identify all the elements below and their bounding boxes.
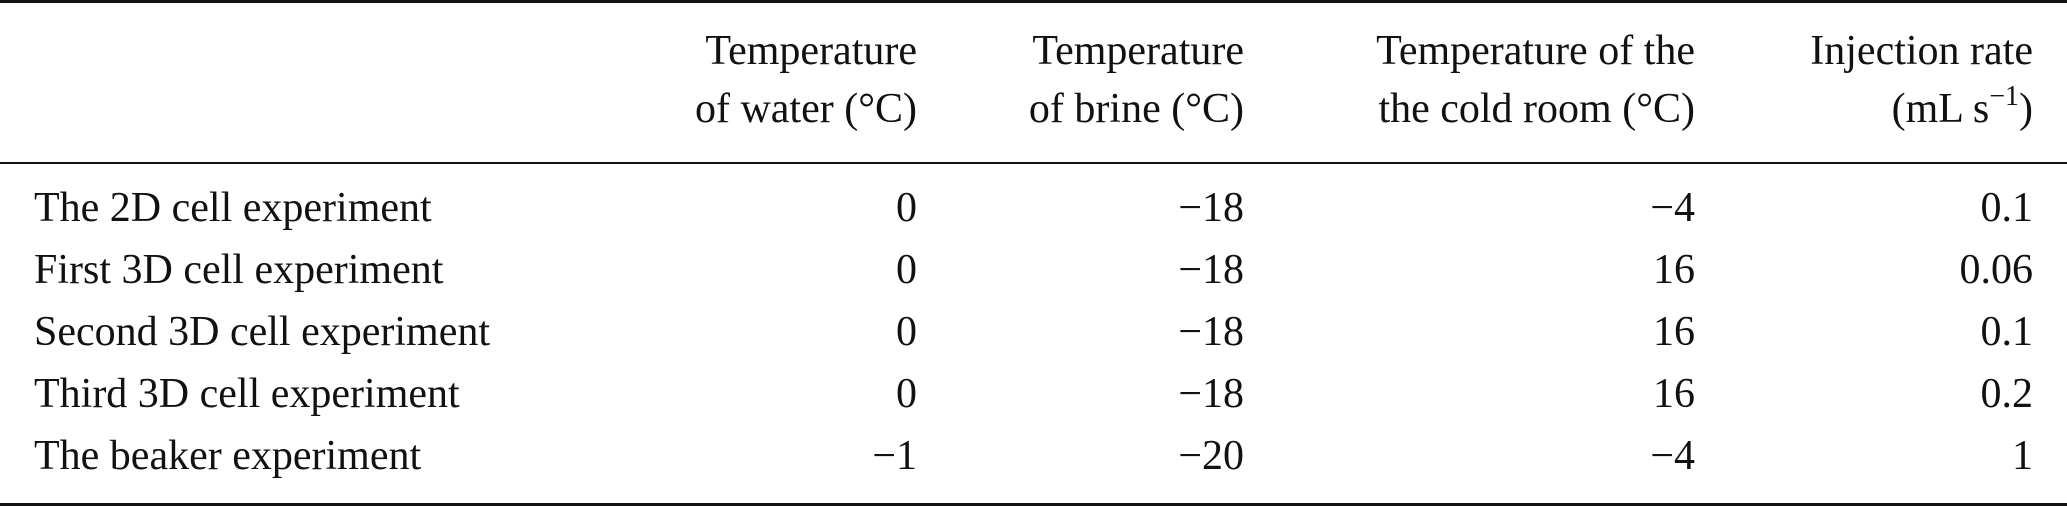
row-label: The beaker experiment (34, 433, 422, 479)
header-brine-temperature: Temperature of brine (°C) (1028, 28, 1244, 132)
header-rule (0, 162, 2067, 164)
header-water-temperature: Temperature of water (°C) (694, 28, 917, 132)
room-temp-value: 16 (1653, 247, 1695, 293)
bottom-rule (0, 503, 2067, 506)
room-temp-value: −4 (1650, 185, 1695, 231)
brine-temp-value: −18 (1178, 309, 1244, 355)
water-temp-value: 0 (896, 185, 917, 231)
row-label: First 3D cell experiment (34, 247, 444, 293)
brine-temp-value: −18 (1178, 247, 1244, 293)
water-temp-value: 0 (896, 371, 917, 417)
row-label: The 2D cell experiment (34, 185, 432, 231)
water-temp-value: −1 (872, 433, 917, 479)
injection-rate-value: 0.06 (1959, 247, 2034, 293)
water-temp-value: 0 (896, 247, 917, 293)
brine-temp-value: −20 (1178, 433, 1244, 479)
injection-rate-value: 1 (2012, 433, 2033, 479)
brine-temp-value: −18 (1178, 371, 1244, 417)
injection-rate-value: 0.1 (1980, 309, 2034, 355)
top-rule (0, 0, 2067, 3)
row-label: Second 3D cell experiment (34, 309, 491, 355)
injection-rate-value: 0.1 (1980, 185, 2034, 231)
header-injection-rate: Injection rate (mL s−1) (1810, 28, 2033, 132)
room-temp-value: −4 (1650, 433, 1695, 479)
header-cold-room-temperature: Temperature of the the cold room (°C) (1376, 28, 1695, 132)
brine-temp-value: −18 (1178, 185, 1244, 231)
room-temp-value: 16 (1653, 309, 1695, 355)
row-label: Third 3D cell experiment (34, 371, 460, 417)
room-temp-value: 16 (1653, 371, 1695, 417)
injection-rate-value: 0.2 (1980, 371, 2034, 417)
water-temp-value: 0 (896, 309, 917, 355)
